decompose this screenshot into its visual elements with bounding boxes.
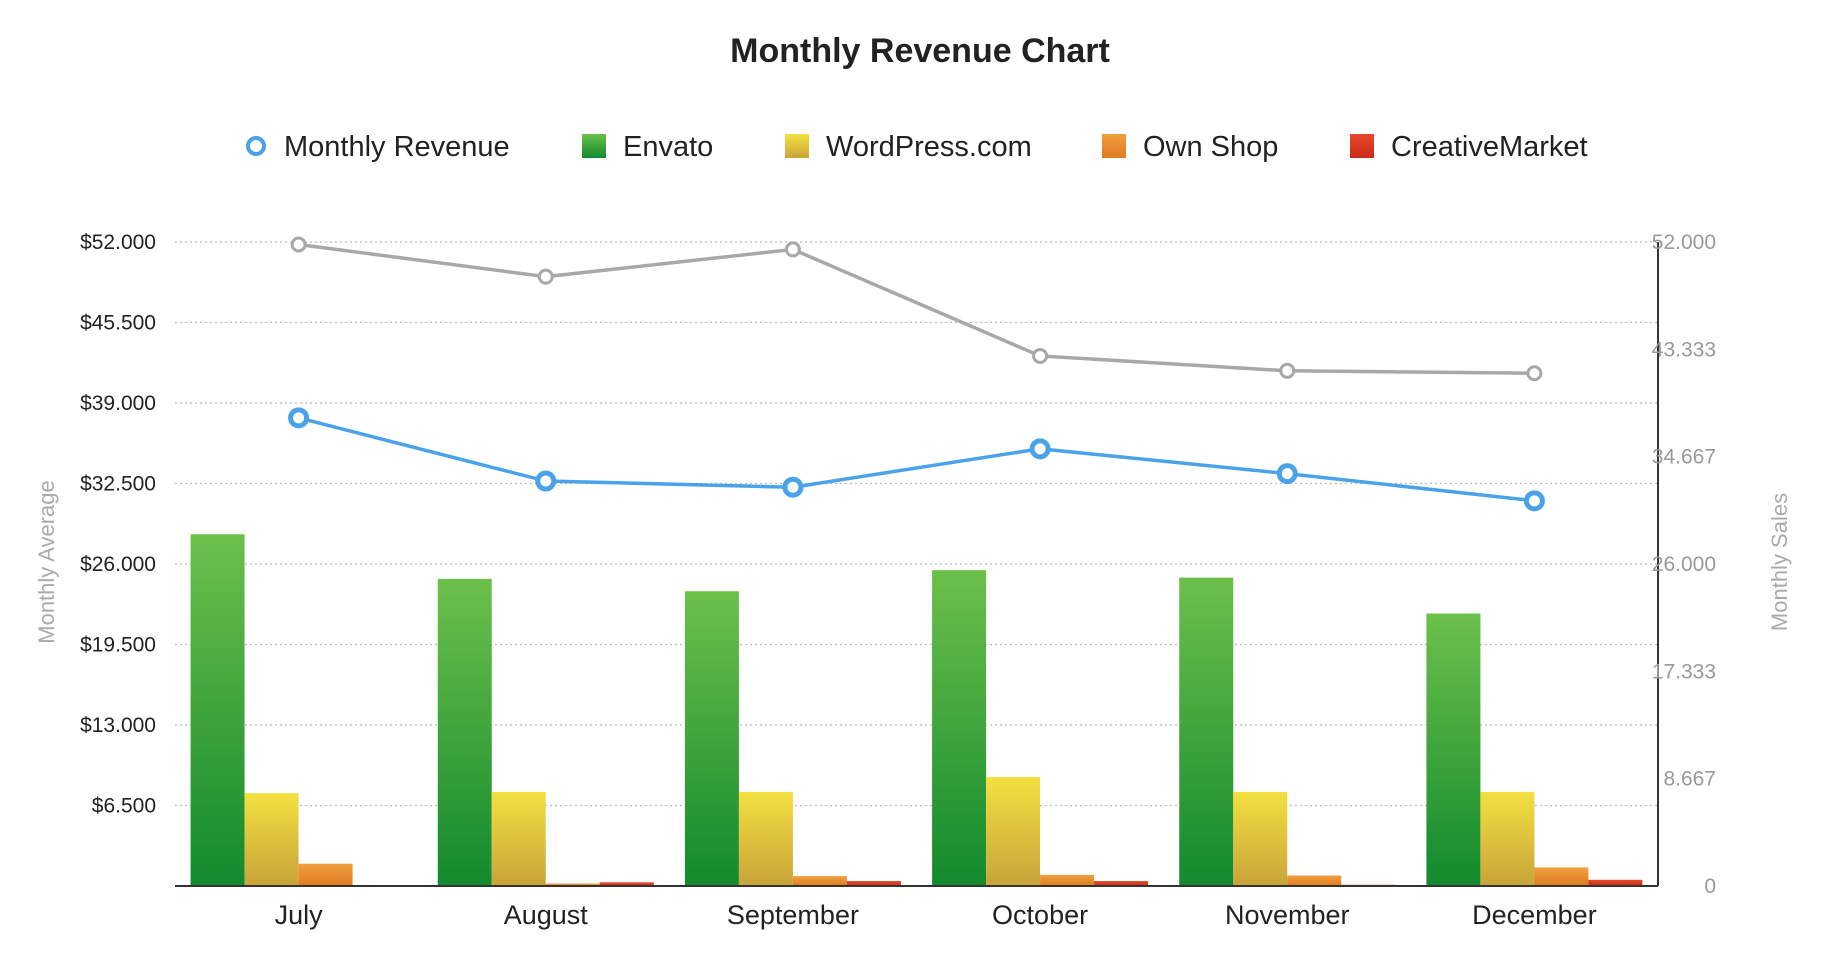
x-tick-label: December: [1472, 900, 1597, 930]
chart-axes: [175, 242, 1659, 887]
y-axis-left-ticks: $6.500 $13.000 $19.500 $26.000 $32.500 $39.00…: [80, 231, 156, 818]
point-secondary-sales: [290, 236, 307, 253]
point-monthly-revenue: [535, 470, 557, 492]
legend-item-wordpress-com: WordPress.com: [785, 131, 1032, 163]
y-tick-left-label: $6.500: [92, 795, 156, 818]
legend-item-envato: Envato: [582, 131, 713, 163]
bar-series: [190, 534, 1643, 886]
x-tick-label: October: [992, 900, 1088, 930]
point-monthly-revenue: [1029, 438, 1051, 460]
y-tick-left-label: $26.000: [80, 553, 156, 576]
bar-own-shop: [1040, 874, 1095, 886]
bar-envato: [190, 534, 245, 886]
legend-label: WordPress.com: [826, 131, 1032, 163]
bar-envato: [684, 591, 739, 886]
y-tick-right-label: 52.000: [1652, 231, 1716, 254]
y-axis-right-label: Monthly Sales: [1767, 493, 1792, 631]
legend-swatch: [582, 134, 606, 158]
point-secondary-sales: [1526, 365, 1543, 382]
y-tick-left-label: $19.500: [80, 634, 156, 657]
legend-marker: [246, 136, 266, 156]
legend-swatch: [1350, 134, 1374, 158]
y-tick-right-label: 8.667: [1663, 768, 1716, 791]
point-secondary-sales: [784, 241, 801, 258]
bar-own-shop: [1287, 875, 1342, 886]
bar-creativemarket: [1588, 879, 1643, 886]
point-monthly-revenue: [782, 476, 804, 498]
y-tick-left-label: $32.500: [80, 473, 156, 496]
y-tick-left-label: $52.000: [80, 231, 156, 254]
x-tick-label: July: [275, 900, 324, 930]
y-tick-right-label: 17.333: [1652, 660, 1716, 683]
bar-wordpress-com: [491, 791, 546, 886]
bar-wordpress-com: [1480, 791, 1535, 886]
legend-label: Envato: [623, 131, 713, 163]
bar-wordpress-com: [986, 777, 1041, 886]
y-tick-right-label: 26.000: [1652, 553, 1716, 576]
x-tick-label: September: [727, 900, 859, 930]
y-tick-left-label: $45.500: [80, 312, 156, 335]
y-tick-right-label: 34.667: [1652, 446, 1716, 469]
bar-own-shop: [792, 876, 847, 886]
bar-creativemarket: [599, 882, 654, 886]
bar-wordpress-com: [738, 791, 793, 886]
legend-label: Monthly Revenue: [284, 131, 510, 163]
bar-envato: [437, 578, 492, 886]
bar-envato: [932, 570, 987, 886]
bar-own-shop: [298, 863, 353, 886]
y-tick-left-label: $39.000: [80, 392, 156, 415]
point-monthly-revenue: [1523, 490, 1545, 512]
line-secondary-sales: [298, 242, 1535, 376]
chart-title: Monthly Revenue Chart: [730, 32, 1110, 70]
bar-creativemarket: [846, 881, 901, 886]
y-axis-left-label: Monthly Average: [34, 480, 59, 643]
x-tick-label: November: [1225, 900, 1350, 930]
legend-label: Own Shop: [1143, 131, 1278, 163]
point-secondary-sales: [537, 268, 554, 285]
legend-item-creativemarket: CreativeMarket: [1350, 131, 1588, 163]
chart-legend: Monthly Revenue Envato WordPress.com Own Sh…: [246, 131, 1588, 163]
y-tick-right-label: 43.333: [1652, 338, 1716, 361]
legend-label: CreativeMarket: [1391, 131, 1588, 163]
point-secondary-sales: [1032, 347, 1049, 364]
point-secondary-sales: [1279, 362, 1296, 379]
line-series: [288, 236, 1545, 512]
bar-wordpress-com: [1233, 791, 1288, 886]
legend-item-own-shop: Own Shop: [1102, 131, 1278, 163]
bar-own-shop: [1534, 867, 1589, 886]
legend-item-monthly-revenue: Monthly Revenue: [246, 131, 510, 163]
point-monthly-revenue: [288, 407, 310, 429]
bar-creativemarket: [1094, 881, 1149, 886]
y-tick-left-label: $13.000: [80, 714, 156, 737]
y-tick-right-label: 0: [1704, 875, 1716, 898]
point-monthly-revenue: [1276, 463, 1298, 485]
y-axis-right-ticks: 0 8.667 17.333 26.000 34.667 43.333 52.000: [1652, 231, 1716, 898]
legend-swatch: [785, 134, 809, 158]
grid-lines: [175, 241, 1658, 807]
bar-envato: [1179, 577, 1234, 886]
line-monthly-revenue: [298, 416, 1535, 503]
x-axis-ticks: July August September October November Decemb…: [275, 900, 1597, 930]
x-tick-label: August: [504, 900, 589, 930]
bar-own-shop: [545, 883, 600, 886]
bar-envato: [1426, 613, 1481, 886]
legend-swatch: [1102, 134, 1126, 158]
bar-wordpress-com: [244, 793, 299, 886]
